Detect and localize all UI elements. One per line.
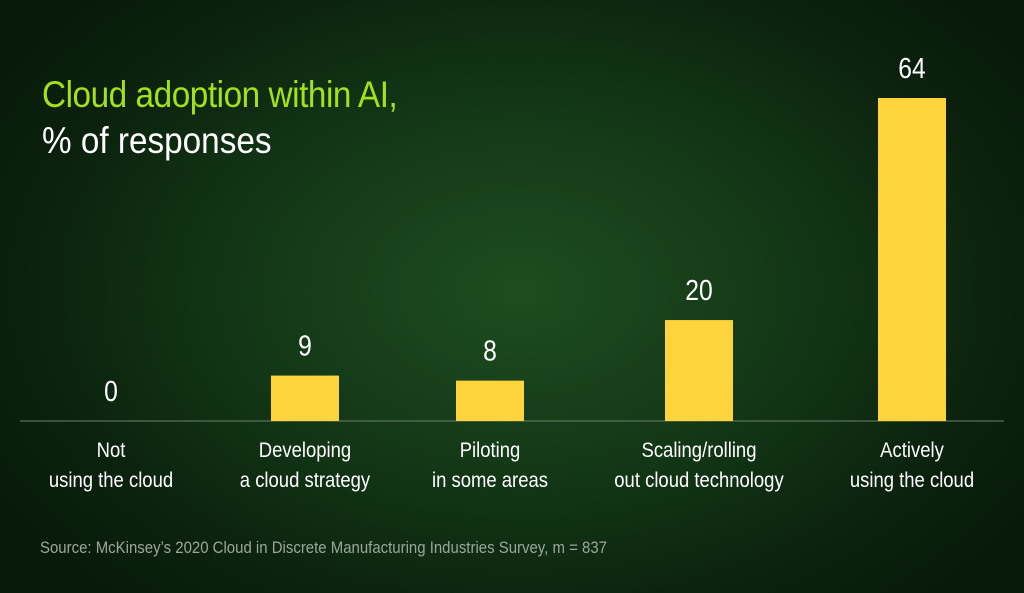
bar	[878, 98, 946, 421]
category-label: Scaling/rolling	[642, 439, 757, 462]
value-label: 8	[483, 335, 497, 367]
category-label: using the cloud	[49, 469, 173, 492]
category-label: out cloud technology	[614, 469, 784, 492]
bar	[456, 380, 524, 421]
value-label: 9	[298, 330, 312, 362]
category-label: Not	[97, 439, 126, 462]
category-label: in some areas	[432, 469, 548, 492]
category-label: Piloting	[460, 439, 521, 462]
chart-title: Cloud adoption within AI,	[42, 74, 398, 115]
chart-subtitle: % of responses	[42, 120, 272, 161]
bar	[271, 375, 339, 421]
value-label: 64	[898, 52, 925, 84]
category-label: using the cloud	[850, 469, 974, 492]
value-label: 0	[104, 375, 118, 407]
source-note: Source: McKinsey’s 2020 Cloud in Discret…	[40, 538, 607, 557]
category-label: a cloud strategy	[240, 469, 370, 492]
category-label: Actively	[880, 439, 944, 462]
bar	[665, 320, 733, 421]
value-label: 20	[685, 274, 712, 306]
category-label: Developing	[259, 439, 351, 462]
